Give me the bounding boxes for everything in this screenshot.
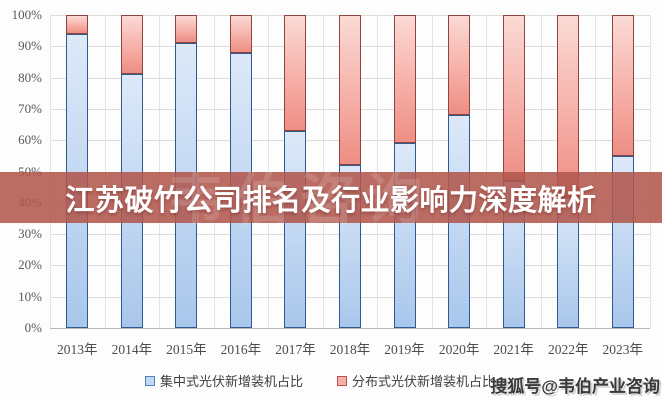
- legend-label: 集中式光伏新增装机占比: [159, 374, 303, 389]
- x-tick-2019年: 2019年: [384, 342, 425, 357]
- vertical-gridline: [595, 15, 597, 328]
- vertical-gridline: [486, 15, 488, 328]
- legend-item-distributed: 分布式光伏新增装机占比: [337, 371, 495, 390]
- y-tick-30%: 30%: [18, 226, 42, 242]
- distributed-segment-2021年: [502, 15, 525, 181]
- distributed-segment-2018年: [339, 15, 361, 166]
- gridline-0%: [50, 328, 650, 329]
- stacked-bar-2022年: [557, 15, 580, 328]
- vertical-gridline: [50, 15, 51, 328]
- vertical-gridline: [540, 15, 542, 328]
- legend-label: 分布式光伏新增装机占比: [352, 374, 496, 389]
- distributed-segment-2020年: [448, 15, 471, 116]
- chart-legend: 集中式光伏新增装机占比 分布式光伏新增装机占比: [0, 371, 640, 390]
- banner-title: 江苏破竹公司排名及行业影响力深度解析: [65, 184, 597, 217]
- y-tick-80%: 80%: [18, 69, 42, 85]
- legend-item-centralized: 集中式光伏新增装机占比: [144, 371, 303, 390]
- distributed-segment-2019年: [393, 15, 416, 144]
- distributed-segment-2022年: [557, 15, 580, 197]
- x-tick-2014年: 2014年: [111, 342, 153, 357]
- y-tick-100%: 100%: [11, 7, 42, 22]
- y-tick-20%: 20%: [18, 257, 42, 273]
- x-tick-2022年: 2022年: [547, 342, 589, 357]
- x-tick-2021年: 2021年: [493, 342, 534, 357]
- y-tick-60%: 60%: [18, 132, 42, 148]
- x-tick-2015年: 2015年: [166, 342, 207, 357]
- distributed-segment-2014年: [120, 15, 143, 75]
- distributed-segment-2013年: [66, 15, 89, 34]
- y-tick-10%: 10%: [18, 288, 42, 304]
- vertical-gridline: [431, 15, 433, 328]
- x-tick-2020年: 2020年: [438, 342, 480, 357]
- legend-swatch-icon: [337, 375, 347, 386]
- x-tick-2018年: 2018年: [329, 342, 371, 357]
- y-tick-70%: 70%: [18, 100, 42, 116]
- vertical-gridline: [159, 15, 161, 328]
- legend-swatch-icon: [144, 375, 155, 386]
- distributed-segment-2023年: [611, 15, 634, 156]
- vertical-gridline: [377, 15, 379, 328]
- x-tick-2016年: 2016年: [220, 342, 262, 357]
- distributed-segment-2015年: [175, 15, 198, 44]
- title-banner: 江苏破竹公司排名及行业影响力深度解析: [0, 172, 662, 223]
- y-tick-0%: 0%: [24, 320, 42, 335]
- bottom-right-watermark: 搜狐号@韦伯产业咨询: [490, 377, 660, 396]
- x-tick-2013年: 2013年: [57, 342, 98, 357]
- x-tick-2023年: 2023年: [602, 342, 643, 357]
- bar-column-2022年: [541, 15, 596, 328]
- vertical-gridline: [268, 15, 270, 328]
- distributed-segment-2016年: [229, 15, 252, 53]
- y-tick-90%: 90%: [18, 38, 42, 54]
- centralized-segment-2017年: [284, 130, 307, 328]
- vertical-gridline: [322, 15, 324, 328]
- vertical-gridline: [213, 15, 215, 328]
- vertical-gridline: [104, 15, 106, 328]
- distributed-segment-2017年: [284, 15, 307, 131]
- vertical-gridline: [650, 15, 651, 328]
- x-axis-tick-labels: 2013年 2014年 2015年 2016年 2017年 2018年 2019年 2020年…: [50, 338, 650, 358]
- x-tick-2017年: 2017年: [275, 342, 316, 357]
